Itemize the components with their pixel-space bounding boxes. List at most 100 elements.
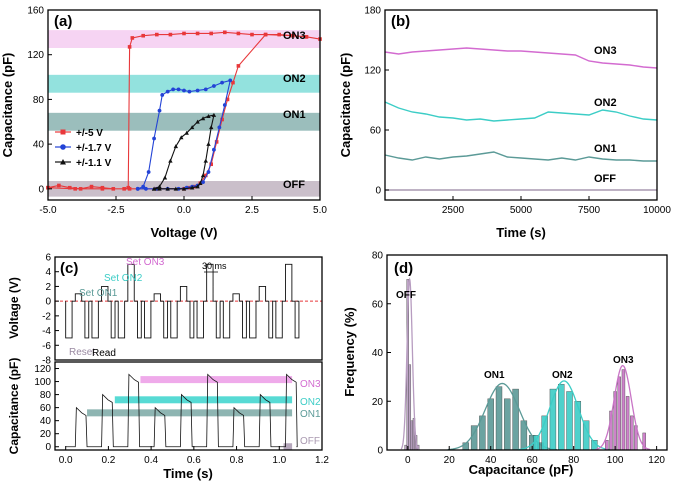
panel-b: 2500 5000 7500 10000 0 60 120 180 (b) ON3 ON2 O… [338,6,671,241]
panel-a-xtick-label: -2.5 [107,205,125,216]
data-point [236,31,241,36]
panel-b-xtick-label: 2500 [442,205,465,216]
panel-b-ytick-label: 180 [364,6,381,17]
histogram-bar-on3 [617,376,621,451]
data-point [151,186,157,191]
data-point [165,186,170,191]
panel-a-y-axis-label: Capacitance (pF) [0,53,15,158]
series-line-on2 [384,101,658,122]
panel-c-capacitance-ytick-label: 120 [34,364,51,375]
data-point [157,186,162,191]
panel-d-xtick-label: 0 [405,455,411,466]
panel-c-capacitance-axes-frame [54,361,323,451]
data-point [78,187,83,191]
panel-a-xtick-label: 0.0 [177,205,191,216]
panel-c-voltage-ytick-label: -8 [42,356,51,367]
data-point [157,108,162,113]
panel-c-capacitance-ytick-label: 20 [40,429,52,440]
panel-c-xtick-label: 0.0 [59,455,73,466]
data-point [277,32,281,37]
panel-d-ytick-label: 20 [372,397,384,408]
panel-d-ytick-label: 40 [372,348,384,359]
band-label-c-on2: ON2 [300,397,321,408]
panel-c-capacitance-y-axis-label: Capacitance (pF) [7,358,21,455]
data-point [200,116,206,121]
data-point [304,35,309,39]
band-label-on2: ON2 [283,73,306,85]
panel-c-capacitance-ytick-label: 40 [40,416,52,427]
panel-d-x-axis-label: Capacitance (pF) [469,462,574,477]
data-point [127,187,132,191]
data-point [203,87,208,92]
band-label-on3: ON3 [283,30,306,42]
panel-b-xtick-label: 10000 [643,205,671,216]
panel-c-capacitance-ytick-label: 80 [40,390,52,401]
panel-c-xtick-label: 1.0 [272,455,286,466]
legend-label-1-7v: +/-1.7 V [76,143,112,154]
data-point [209,125,214,130]
data-point [217,125,222,130]
annotation-30ms: 30 ms [202,261,227,271]
band-c-on3 [140,376,293,384]
data-point [200,173,206,178]
panel-c-voltage-ytick-label: 0 [45,297,51,308]
data-point [122,187,126,191]
data-point [176,87,181,92]
panel-a-ytick-label: 80 [33,95,45,106]
data-point [250,32,254,37]
histogram-bar-on2 [558,383,565,451]
band-label-c-off: OFF [300,436,320,447]
data-point [165,89,170,94]
data-point [152,136,156,141]
fit-curve-on2 [518,380,611,451]
panel-c-label: (c) [60,260,78,277]
panel-d-xtick-label: 40 [485,455,497,466]
series-label-off: OFF [594,173,616,185]
data-point [206,141,211,146]
data-point [141,33,145,38]
panel-c-voltage-ytick-label: -6 [42,341,51,352]
panel-c-capacitance-ytick-label: 60 [40,403,52,414]
data-point [155,32,159,37]
data-point [168,158,173,163]
data-point [201,180,205,185]
data-point [179,135,184,140]
panel-c-voltage-ytick-label: 2 [45,282,51,293]
panel-a-label: (a) [54,13,72,30]
data-point [209,162,213,167]
panel-b-label: (b) [391,13,410,30]
panel-a-ytick-label: 0 [38,184,44,195]
data-point [203,173,208,178]
data-point [212,84,216,88]
panel-c-voltage-ytick-label: 4 [45,267,51,278]
panel-b-x-axis-label: Time (s) [496,225,546,240]
panel-a-ytick-label: 160 [27,6,44,17]
panel-b-ytick-label: 120 [364,66,381,77]
series-line-on1 [384,151,657,162]
data-point [231,80,235,85]
band-label-c-on3: ON3 [300,379,321,390]
data-point [220,117,224,122]
panel-c-xtick-label: 0.6 [187,455,201,466]
panel-b-ytick-label: 0 [375,186,381,197]
data-point [73,187,77,191]
panel-d-ytick-label: 0 [377,446,383,457]
data-point [57,183,61,188]
group-label-on2: ON2 [552,370,573,381]
panel-a-legend: +/-5 V +/-1.7 V +/-1.1 V [55,128,112,169]
histogram-bar-off [408,364,412,451]
panel-d-xtick-label: 20 [444,455,456,466]
data-point [181,186,187,191]
panel-d-ytick-label: 80 [372,251,384,262]
legend-label-1-1v: +/-1.1 V [76,158,112,169]
panel-b-xtick-label: 5000 [510,205,533,216]
data-point [291,33,295,38]
series-line-2 [153,114,215,190]
annotation-set-on3: Set ON3 [126,257,165,268]
panel-c-x-axis-label: Time (s) [163,466,213,481]
data-point [263,32,268,37]
legend-marker-5v [60,129,66,135]
panel-d-xtick-label: 60 [527,455,539,466]
data-point [195,119,200,124]
data-point [100,187,105,191]
